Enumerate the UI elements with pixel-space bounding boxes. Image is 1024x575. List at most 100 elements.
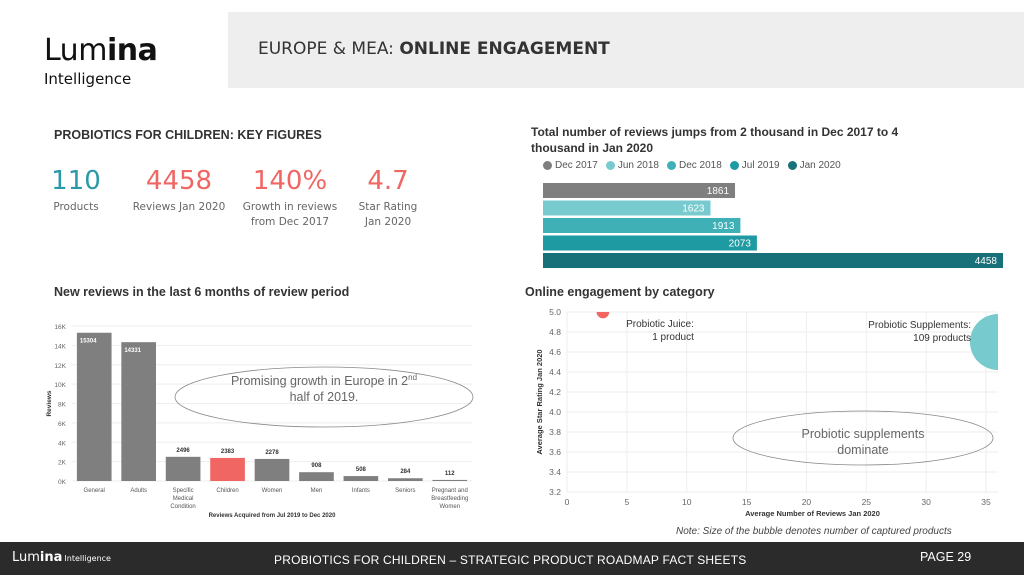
legend-swatch bbox=[787, 161, 797, 170]
x-tick-label: 25 bbox=[862, 497, 872, 507]
key-figure-value: 140% bbox=[252, 166, 328, 196]
bar bbox=[543, 235, 757, 251]
x-tick-label: 20 bbox=[802, 497, 812, 507]
y-axis-label: Average Star Rating Jan 2020 bbox=[535, 349, 544, 454]
bar bbox=[121, 342, 156, 481]
legend-item: Dec 2018 bbox=[666, 160, 722, 171]
bubbles bbox=[596, 312, 998, 371]
footer-title: PROBIOTICS FOR CHILDREN – STRATEGIC PROD… bbox=[274, 553, 747, 567]
title-band: EUROPE & MEA: ONLINE ENGAGEMENT bbox=[228, 12, 1024, 88]
data-label: 1861 bbox=[707, 186, 730, 197]
key-figure-reviews: 4458 Reviews Jan 2020 bbox=[124, 166, 234, 215]
bubble bbox=[596, 312, 610, 319]
x-tick-label: 0 bbox=[565, 497, 570, 507]
x-tick-label: Women bbox=[439, 504, 460, 510]
key-figure-value: 4.7 bbox=[367, 166, 409, 196]
bar bbox=[299, 472, 334, 481]
key-figure-value: 110 bbox=[51, 166, 101, 196]
x-tick-label: Condition bbox=[170, 504, 195, 510]
data-label: 112 bbox=[445, 471, 455, 477]
y-tick-label: 5.0 bbox=[549, 307, 561, 317]
x-tick-label: Seniors bbox=[395, 488, 415, 494]
annotation-text: Probiotic supplements bbox=[802, 427, 925, 441]
page-number: PAGE 29 bbox=[920, 550, 972, 564]
annotation-text: Promising growth in Europe in 2nd bbox=[231, 373, 417, 388]
legend-item: Jul 2019 bbox=[729, 160, 780, 171]
brand-subtitle: Intelligence bbox=[44, 70, 132, 88]
key-figure-products: 110 Products bbox=[40, 166, 112, 215]
annotation-ellipse bbox=[732, 410, 994, 466]
legend-swatch bbox=[666, 161, 676, 170]
data-label: 908 bbox=[311, 463, 322, 469]
key-figures-title: PROBIOTICS FOR CHILDREN: KEY FIGURES bbox=[54, 128, 322, 142]
legend-swatch bbox=[729, 161, 739, 170]
legend-item: Jun 2018 bbox=[605, 160, 659, 171]
key-figure-label: Reviews Jan 2020 bbox=[132, 201, 226, 213]
hbar-chart-title: Total number of reviews jumps from 2 tho… bbox=[531, 125, 899, 155]
annotation-superscript: nd bbox=[408, 373, 417, 382]
y-tick-label: 4.6 bbox=[549, 347, 561, 357]
bubble-label: Probiotic Supplements: bbox=[868, 320, 971, 331]
y-tick-label: 8K bbox=[58, 402, 67, 409]
legend-item: Dec 2017 bbox=[543, 160, 598, 171]
x-tick-label: 30 bbox=[921, 497, 931, 507]
bubble-label: 109 products bbox=[913, 333, 971, 344]
y-tick-label: 4.0 bbox=[549, 407, 561, 417]
bar bbox=[76, 332, 112, 481]
y-tick-label: 3.6 bbox=[549, 447, 561, 457]
footer: Lumina Intelligence PROBIOTICS FOR CHILDR… bbox=[0, 542, 1024, 575]
bubble-size-note: Note: Size of the bubble denotes number … bbox=[676, 526, 952, 537]
bubble-chart: 0 5 10 15 20 25 30 35 3.2 3.4 3.6 3.8 4.0 4.2 4.4 4.6 4.… bbox=[535, 307, 998, 518]
x-tick-label: 10 bbox=[682, 497, 692, 507]
y-tick-label: 4.2 bbox=[549, 387, 561, 397]
key-figure-star-rating: 4.7 Star Rating Jan 2020 bbox=[348, 166, 428, 230]
key-figure-label: Growth in reviews from Dec 2017 bbox=[242, 201, 338, 228]
hbar-legend: Dec 2017 Jun 2018 Dec 2018 Jul 2019 Jan … bbox=[543, 160, 841, 171]
y-tick-label: 6K bbox=[58, 421, 67, 428]
x-tick-label: Pregnant and bbox=[432, 488, 468, 494]
data-label: 2278 bbox=[265, 450, 279, 456]
bar bbox=[543, 218, 741, 233]
brand-wordmark: Lumina bbox=[44, 33, 158, 68]
data-label: 4458 bbox=[975, 256, 998, 267]
annotation-ellipse bbox=[174, 366, 474, 428]
bar bbox=[254, 458, 290, 481]
data-label: 2383 bbox=[221, 449, 235, 455]
data-label: 1623 bbox=[682, 204, 705, 215]
footer-logo: Lumina Intelligence bbox=[12, 550, 111, 565]
legend-item: Jan 2020 bbox=[787, 160, 841, 171]
x-axis-label: Average Number of Reviews Jan 2020 bbox=[745, 509, 880, 518]
x-tick-label: Breastfeeding bbox=[431, 496, 468, 502]
bar bbox=[543, 253, 1003, 268]
x-tick-label: 35 bbox=[981, 497, 991, 507]
x-tick-label: 5 bbox=[624, 497, 629, 507]
vbar-chart: 0K 2K 4K 6K 8K 10K 12K 14K 16K Reviews 15304 Genera… bbox=[46, 324, 474, 519]
data-label: 2073 bbox=[729, 239, 752, 250]
y-tick-label: 4.4 bbox=[549, 367, 561, 377]
x-tick-label: 15 bbox=[742, 497, 752, 507]
bubble bbox=[969, 313, 998, 371]
x-tick-label: Men bbox=[311, 488, 323, 494]
key-figure-value: 4458 bbox=[145, 166, 213, 196]
y-tick-label: 12K bbox=[54, 363, 66, 370]
x-axis-label: Reviews Acquired from Jul 2019 to Dec 20… bbox=[209, 513, 336, 519]
bubble-label: 1 product bbox=[652, 332, 694, 343]
data-label: 508 bbox=[356, 467, 367, 473]
x-tick-label: Women bbox=[262, 488, 283, 494]
annotation-text: dominate bbox=[837, 443, 888, 457]
x-tick-label: Medical bbox=[173, 496, 194, 502]
legend-swatch bbox=[543, 161, 552, 170]
bar bbox=[543, 200, 711, 216]
y-tick-label: 3.4 bbox=[549, 467, 561, 477]
x-tick-label: General bbox=[84, 488, 105, 494]
y-tick-label: 4K bbox=[58, 440, 67, 447]
bar bbox=[543, 183, 736, 198]
bubble-chart-title: Online engagement by category bbox=[525, 285, 715, 299]
x-tick-label: Children bbox=[216, 488, 238, 494]
data-label: 1913 bbox=[712, 221, 735, 232]
bar bbox=[432, 479, 468, 481]
bubble-label: Probiotic Juice: bbox=[626, 319, 694, 330]
key-figure-label: Star Rating Jan 2020 bbox=[358, 201, 418, 228]
x-tick-label: Infants bbox=[352, 488, 370, 494]
y-tick-label: 14K bbox=[54, 343, 66, 350]
